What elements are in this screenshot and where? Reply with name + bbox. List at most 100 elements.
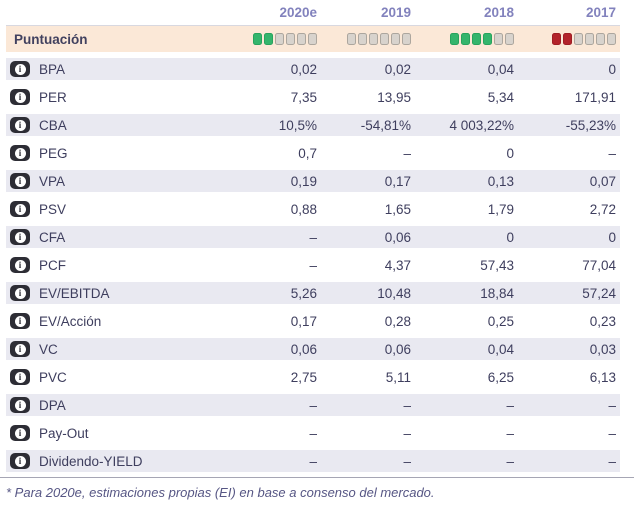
- info-icon-glyph: i: [18, 203, 22, 214]
- info-icon-circle: i: [14, 287, 26, 299]
- score-square-empty: [308, 33, 317, 45]
- info-icon-circle: i: [14, 175, 26, 187]
- score-square-empty: [380, 33, 389, 45]
- score-square-empty: [574, 33, 583, 45]
- info-icon[interactable]: i: [10, 341, 30, 357]
- info-icon-glyph: i: [18, 287, 22, 298]
- metric-label: PCF: [39, 257, 66, 273]
- table-row: i Pay-Out – – – –: [6, 419, 620, 447]
- score-label-cell: Puntuación: [6, 32, 224, 47]
- info-icon-circle: i: [14, 427, 26, 439]
- metric-label-cell: i EV/Acción: [6, 313, 224, 329]
- metric-label: CBA: [39, 117, 67, 133]
- metric-label-cell: i VC: [6, 341, 224, 357]
- metric-rows: i BPA 0,02 0,02 0,04 0 i PER 7,35 13,95 …: [6, 55, 620, 475]
- info-icon[interactable]: i: [10, 145, 30, 161]
- info-icon[interactable]: i: [10, 453, 30, 469]
- table-row: i PEG 0,7 – 0 –: [6, 139, 620, 167]
- metric-label-cell: i Dividendo-YIELD: [6, 453, 224, 469]
- info-icon-glyph: i: [18, 371, 22, 382]
- info-icon[interactable]: i: [10, 397, 30, 413]
- metric-label: PER: [39, 89, 67, 105]
- score-square-green: [483, 33, 492, 45]
- metric-value-2017: -55,23%: [565, 117, 616, 133]
- metric-label: PEG: [39, 145, 68, 161]
- metric-value-2018: 1,79: [487, 201, 514, 217]
- info-icon[interactable]: i: [10, 229, 30, 245]
- metric-value-2018: 5,34: [487, 89, 514, 105]
- metric-label-cell: i CBA: [6, 117, 224, 133]
- metric-label-cell: i BPA: [6, 61, 224, 77]
- score-square-green: [253, 33, 262, 45]
- metric-value-2019: –: [403, 453, 411, 469]
- info-icon[interactable]: i: [10, 369, 30, 385]
- metric-value-2019: 0,02: [384, 61, 411, 77]
- metric-value-2019: 0,06: [384, 341, 411, 357]
- info-icon[interactable]: i: [10, 117, 30, 133]
- info-icon[interactable]: i: [10, 285, 30, 301]
- info-icon[interactable]: i: [10, 201, 30, 217]
- metric-label: DPA: [39, 397, 66, 413]
- metric-value-2020e: 0,19: [290, 173, 317, 189]
- table-row: i DPA – – – –: [6, 391, 620, 419]
- score-square-empty: [391, 33, 400, 45]
- info-icon-glyph: i: [18, 175, 22, 186]
- metric-value-2017: –: [608, 397, 616, 413]
- info-icon-circle: i: [14, 343, 26, 355]
- info-icon-circle: i: [14, 203, 26, 215]
- info-icon[interactable]: i: [10, 61, 30, 77]
- metric-value-2019: 0,06: [384, 229, 411, 245]
- score-square-empty: [369, 33, 378, 45]
- metric-value-2017: 0,23: [589, 313, 616, 329]
- info-icon-circle: i: [14, 259, 26, 271]
- metric-label: Pay-Out: [39, 425, 89, 441]
- score-square-green: [472, 33, 481, 45]
- metric-value-2017: 0,07: [589, 173, 616, 189]
- score-square-empty: [275, 33, 284, 45]
- info-icon[interactable]: i: [10, 89, 30, 105]
- metric-value-2020e: 0,02: [290, 61, 317, 77]
- header-year-2019: 2019: [380, 5, 411, 20]
- score-row: Puntuación: [6, 26, 620, 55]
- metric-label: PSV: [39, 201, 67, 217]
- metric-label: EV/Acción: [39, 313, 102, 329]
- metric-value-2020e: 0,06: [290, 341, 317, 357]
- info-icon-glyph: i: [18, 63, 22, 74]
- footnote: * Para 2020e, estimaciones propias (EI) …: [0, 477, 634, 500]
- score-square-empty: [585, 33, 594, 45]
- score-square-green: [461, 33, 470, 45]
- metric-value-2018: 57,43: [480, 257, 514, 273]
- info-icon-circle: i: [14, 91, 26, 103]
- score-squares-2018: [415, 33, 518, 45]
- table-row: i PVC 2,75 5,11 6,25 6,13: [6, 363, 620, 391]
- metric-label-cell: i Pay-Out: [6, 425, 224, 441]
- info-icon[interactable]: i: [10, 173, 30, 189]
- info-icon-circle: i: [14, 399, 26, 411]
- metric-value-2017: 6,13: [589, 369, 616, 385]
- score-squares-2019: [321, 33, 415, 45]
- metric-value-2019: 0,28: [384, 313, 411, 329]
- info-icon[interactable]: i: [10, 257, 30, 273]
- metrics-table: 2020e 2019 2018 2017 Puntuación i BPA 0,…: [6, 5, 620, 475]
- metric-label: VC: [39, 341, 58, 357]
- score-row-label: Puntuación: [14, 31, 88, 47]
- metric-value-2019: –: [403, 145, 411, 161]
- metric-value-2018: –: [506, 453, 514, 469]
- metric-value-2017: 2,72: [589, 201, 616, 217]
- metric-value-2017: 77,04: [582, 257, 616, 273]
- table-row: i CBA 10,5% -54,81% 4 003,22% -55,23%: [6, 111, 620, 139]
- metric-label: BPA: [39, 61, 66, 77]
- score-square-empty: [607, 33, 616, 45]
- metric-label-cell: i PER: [6, 89, 224, 105]
- metric-label-cell: i VPA: [6, 173, 224, 189]
- metric-value-2020e: –: [309, 425, 317, 441]
- info-icon[interactable]: i: [10, 425, 30, 441]
- info-icon-circle: i: [14, 371, 26, 383]
- info-icon-glyph: i: [18, 343, 22, 354]
- score-square-empty: [297, 33, 306, 45]
- metric-value-2020e: 5,26: [290, 285, 317, 301]
- metric-value-2017: 171,91: [574, 89, 616, 105]
- info-icon[interactable]: i: [10, 313, 30, 329]
- metric-value-2019: 4,37: [384, 257, 411, 273]
- metric-value-2018: 4 003,22%: [449, 117, 514, 133]
